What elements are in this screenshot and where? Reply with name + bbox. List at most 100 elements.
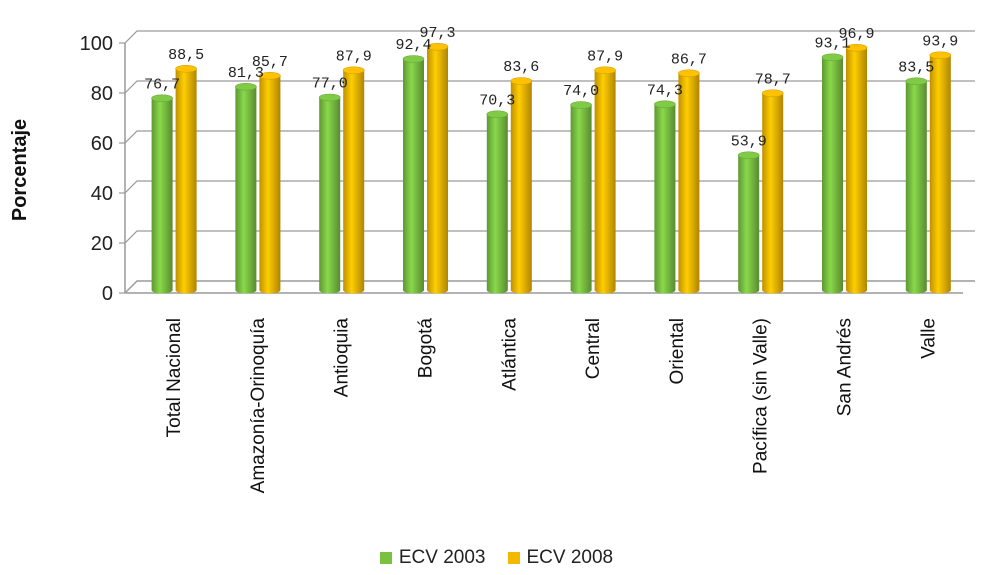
legend-swatch-2003 [379, 552, 392, 564]
bar-body [259, 75, 281, 294]
legend-item-2003: ECV 2003 [379, 547, 486, 569]
bar-2008 [761, 89, 784, 294]
y-tick-label: 20 [91, 233, 113, 255]
bar-2003 [905, 77, 928, 294]
bar-top [342, 66, 365, 75]
category-label: Oriental [667, 318, 688, 385]
bar-body [678, 73, 700, 294]
bar-body [654, 104, 676, 294]
data-label-2003: 92,4 [395, 37, 431, 54]
bar-2003 [486, 110, 509, 294]
bar-top [737, 151, 760, 160]
bar-2003 [318, 93, 341, 294]
data-label-2003: 74,0 [563, 83, 599, 100]
bar-top [845, 43, 868, 52]
legend: ECV 2003 ECV 2008 [0, 544, 993, 572]
bar-top [761, 89, 784, 98]
category-labels: Total Nacional Amazonía-Orinoquía Antioqui… [164, 318, 939, 494]
bar-2008 [175, 64, 197, 294]
y-tick-label: 0 [102, 283, 113, 305]
bar-top [151, 94, 173, 103]
data-label-2008: 88,5 [168, 47, 204, 64]
bar-top [929, 51, 952, 60]
data-label-2008: 93,9 [922, 33, 958, 50]
bar-body [510, 81, 532, 294]
category-label: Pacífica (sin Valle) [751, 318, 772, 474]
gridline [124, 30, 975, 44]
bar-body [929, 55, 951, 294]
bar-2003 [654, 100, 676, 294]
bar-top [318, 93, 341, 102]
data-label-2008: 78,7 [755, 71, 791, 88]
bar-top [821, 53, 844, 62]
bar-2003 [402, 55, 425, 294]
data-label-2003: 83,5 [898, 59, 934, 76]
bar-top [654, 100, 676, 109]
legend-label-2003: ECV 2003 [398, 547, 486, 568]
category-label: Bogotá [416, 318, 437, 379]
data-label-2008: 83,6 [503, 59, 539, 76]
bar-2008 [678, 69, 700, 294]
category-label: San Andrés [835, 318, 856, 416]
bar-body [403, 59, 424, 294]
bar-top [570, 101, 592, 109]
bar-2003 [235, 82, 257, 294]
bar-top [259, 71, 281, 80]
bar-body [905, 81, 927, 294]
y-tick-label: 80 [91, 83, 113, 105]
bar-top [175, 64, 197, 73]
bar-body [175, 68, 197, 294]
y-tick-label: 40 [91, 183, 113, 205]
bar-body [343, 70, 365, 294]
category-label: Central [583, 318, 604, 379]
data-label-2003: 81,3 [228, 65, 264, 82]
data-label-2003: 93,1 [814, 35, 850, 52]
bars [151, 42, 952, 294]
bar-2008 [510, 77, 533, 294]
data-label-2008: 97,3 [419, 25, 455, 42]
category-label: Antioquia [332, 318, 353, 398]
bar-body [486, 114, 508, 294]
bar-body [427, 46, 448, 294]
bar-2008 [426, 42, 449, 294]
bar-body [151, 98, 173, 294]
bar-2003 [821, 53, 844, 294]
bar-body [319, 97, 341, 294]
legend-label-2008: ECV 2008 [526, 547, 614, 568]
bar-2003 [737, 151, 760, 294]
legend-item-2008: ECV 2008 [507, 547, 614, 569]
data-label-2008: 87,9 [336, 48, 372, 65]
data-label-2003: 70,3 [479, 92, 515, 109]
data-label-2008: 87,9 [587, 48, 623, 65]
bar-body [846, 47, 867, 294]
bar-body [570, 105, 592, 294]
bar-2008 [259, 71, 281, 294]
bar-2008 [342, 66, 365, 294]
category-label: Atlántica [499, 318, 520, 391]
bar-top [235, 82, 257, 91]
y-axis-label: Porcentaje [9, 119, 31, 221]
bar-body [822, 57, 843, 294]
bar-top [594, 66, 616, 75]
data-label-2003: 77,0 [312, 76, 348, 93]
data-label-2008: 96,9 [838, 26, 874, 43]
bar-body [762, 93, 784, 294]
bar-2003 [151, 94, 173, 294]
bar-top [486, 110, 509, 119]
bar-top [426, 42, 449, 51]
bar-body [594, 70, 616, 294]
bar-body [235, 86, 257, 294]
data-label-2003: 76,7 [144, 76, 180, 93]
bar-top [678, 69, 700, 78]
data-label-2008: 86,7 [671, 51, 707, 68]
bar-2003 [570, 101, 592, 294]
category-label: Amazonía-Orinoquía [248, 318, 269, 494]
y-tick-label: 60 [91, 133, 113, 155]
bar-2008 [845, 43, 868, 294]
bar-2008 [929, 51, 952, 294]
category-label: Valle [918, 318, 939, 359]
data-label-2003: 53,9 [731, 133, 767, 150]
bar-top [905, 77, 928, 86]
data-labels: 76,7 88,5 81,385,7 77,0 87,9 92,497,3 70,3 83,6… [144, 25, 958, 151]
